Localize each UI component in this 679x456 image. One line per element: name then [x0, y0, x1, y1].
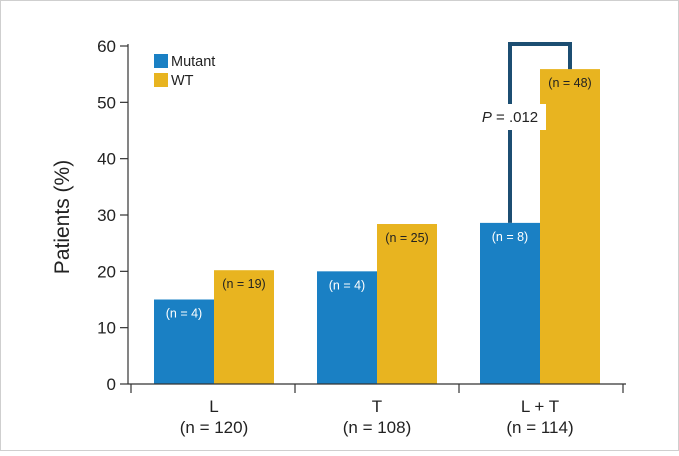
legend: Mutant WT	[154, 54, 215, 89]
bar-mutant-0	[154, 299, 214, 384]
p-symbol: P	[482, 109, 492, 126]
x-category-label-1: T	[372, 397, 382, 416]
p-value-background	[474, 104, 546, 130]
bar-wt-0	[214, 270, 274, 384]
p-value-text: P = .012	[482, 109, 538, 126]
bar-label-wt-2: (n = 48)	[548, 76, 591, 90]
bracket-line	[508, 42, 572, 223]
legend-swatch-wt	[154, 73, 168, 87]
y-tick-label-50: 50	[97, 93, 116, 112]
bar-label-mutant-0: (n = 4)	[166, 307, 202, 321]
legend-label-wt: WT	[171, 73, 194, 89]
y-tick-label-20: 20	[97, 262, 116, 281]
significance-bracket: P = .012	[474, 42, 572, 223]
x-category-count-2: (n = 114)	[506, 418, 573, 437]
p-value: = .012	[492, 109, 538, 126]
x-category-count-0: (n = 120)	[180, 418, 249, 437]
y-axis-label: Patients (%)	[51, 160, 74, 274]
bar-wt-1	[377, 224, 437, 384]
legend-swatch-mutant	[154, 54, 168, 68]
y-tick-label-60: 60	[97, 37, 116, 56]
legend-label-mutant: Mutant	[171, 54, 215, 70]
bars-layer: (n = 4) (n = 19) (n = 4) (n = 25) (n = 8) (n …	[154, 69, 600, 384]
x-category-label-0: L	[209, 397, 218, 416]
x-category-label-2: L + T	[521, 397, 559, 416]
x-category-count-1: (n = 108)	[343, 418, 412, 437]
bar-wt-2	[540, 69, 600, 384]
y-tick-label-0: 0	[107, 375, 116, 394]
bar-label-mutant-1: (n = 4)	[329, 278, 365, 292]
axes-layer: 0 10 20 30 40 50 60 L (n = 120) T (n = 108) L + T (n…	[97, 37, 626, 437]
bar-mutant-1	[317, 271, 377, 384]
bar-label-mutant-2: (n = 8)	[492, 230, 528, 244]
bar-label-wt-0: (n = 19)	[222, 277, 265, 291]
bar-mutant-2	[480, 222, 540, 384]
bar-label-wt-1: (n = 25)	[385, 231, 428, 245]
y-tick-label-30: 30	[97, 206, 116, 225]
y-tick-label-40: 40	[97, 150, 116, 169]
y-tick-label-10: 10	[97, 319, 116, 338]
